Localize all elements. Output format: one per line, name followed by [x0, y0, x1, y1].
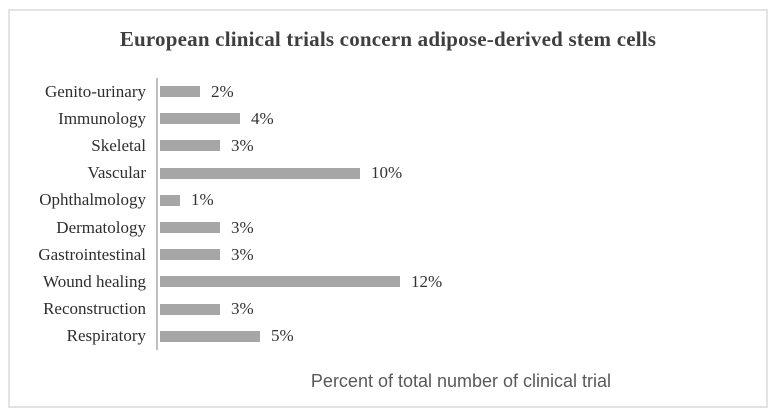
bar: [160, 140, 220, 152]
bar-row: Wound healing 12%: [10, 268, 754, 295]
bar: [160, 303, 220, 315]
category-label: Genito-urinary: [44, 81, 146, 101]
value-label: 10%: [371, 163, 403, 183]
bar-cell: 1%: [158, 190, 754, 210]
category-label: Respiratory: [66, 326, 146, 346]
bar: [160, 113, 240, 125]
bar-cell: 5%: [158, 326, 754, 346]
bar: [160, 222, 220, 234]
category-label: Wound healing: [43, 271, 146, 291]
bar: [160, 330, 260, 342]
value-label: 2%: [211, 81, 234, 101]
category-label: Ophthalmology: [39, 190, 146, 210]
category-label: Gastrointestinal: [38, 244, 146, 264]
y-axis-line: [156, 78, 158, 350]
value-label: 3%: [231, 299, 254, 319]
plot-area: Genito-urinary 2% Immunology 4% Skeletal 3% Va…: [10, 78, 754, 350]
category-label: Immunology: [58, 108, 146, 128]
bar: [160, 167, 360, 179]
category-label: Reconstruction: [43, 299, 146, 319]
bar-row: Genito-urinary 2%: [10, 78, 754, 105]
value-label: 5%: [271, 326, 294, 346]
bar-row: Vascular 10%: [10, 160, 754, 187]
bar-cell: 12%: [158, 272, 754, 292]
bar-row: Gastrointestinal 3%: [10, 241, 754, 268]
bar-row: Skeletal 3%: [10, 132, 754, 159]
value-label: 3%: [231, 135, 254, 155]
bar-cell: 3%: [158, 218, 754, 238]
chart-frame: European clinical trials concern adipose…: [8, 9, 768, 408]
bar-cell: 3%: [158, 245, 754, 265]
chart-title: European clinical trials concern adipose…: [119, 27, 657, 51]
bar-cell: 3%: [158, 136, 754, 156]
category-label: Vascular: [87, 163, 146, 183]
x-axis-label: Percent of total number of clinical tria…: [310, 371, 612, 391]
bar: [160, 194, 180, 206]
bar-row: Respiratory 5%: [10, 323, 754, 350]
value-label: 3%: [231, 244, 254, 264]
bar-cell: 3%: [158, 299, 754, 319]
bar: [160, 249, 220, 261]
bar-cell: 10%: [158, 163, 754, 183]
value-label: 4%: [251, 108, 274, 128]
value-label: 1%: [191, 190, 214, 210]
bar-cell: 4%: [158, 109, 754, 129]
bar: [160, 276, 400, 288]
bar-row: Ophthalmology 1%: [10, 187, 754, 214]
category-label: Dermatology: [56, 217, 146, 237]
bar-cell: 2%: [158, 82, 754, 102]
value-label: 3%: [231, 217, 254, 237]
bar-rows: Genito-urinary 2% Immunology 4% Skeletal 3% Va…: [10, 78, 754, 350]
bar-row: Reconstruction 3%: [10, 296, 754, 323]
category-label: Skeletal: [91, 135, 146, 155]
value-label: 12%: [411, 271, 443, 291]
bar-row: Immunology 4%: [10, 105, 754, 132]
bar: [160, 86, 200, 98]
bar-row: Dermatology 3%: [10, 214, 754, 241]
